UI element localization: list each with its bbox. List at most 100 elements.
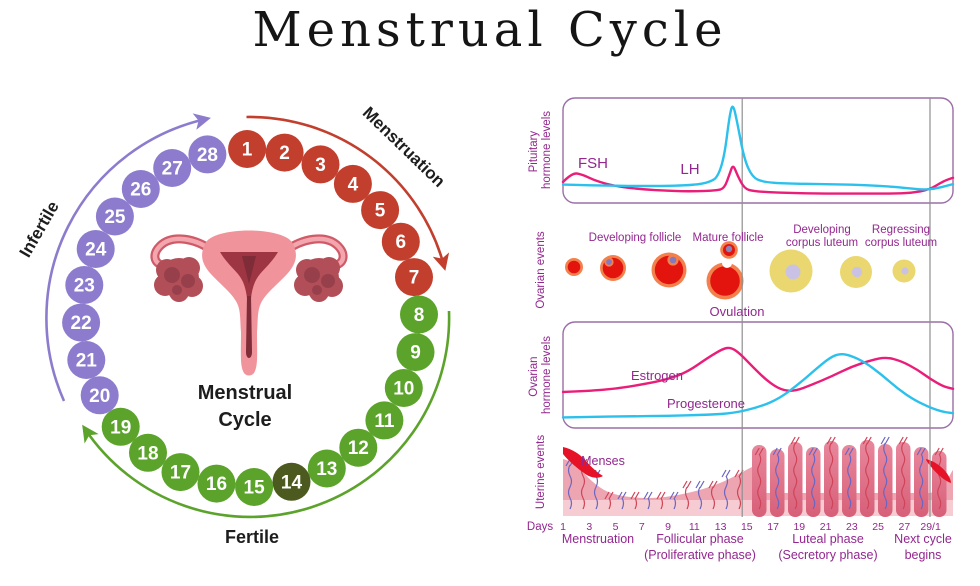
ovary-left: [154, 257, 203, 302]
day-tick-3: 3: [586, 521, 592, 533]
cycle-day-20-number: 20: [89, 386, 110, 407]
cycle-day-9: [396, 333, 435, 372]
cycle-day-17: [161, 453, 200, 492]
cycle-day-16: [197, 464, 236, 503]
cycle-day-6: [381, 222, 420, 261]
cycle-day-12: [339, 428, 378, 467]
ovarian_hormones-curve-progesterone: [561, 353, 955, 419]
center-label-line1: Menstrual: [198, 382, 292, 404]
menses-label: Menses: [581, 454, 625, 468]
cycle-day-11-number: 11: [374, 411, 395, 432]
cycle-day-1: [228, 130, 267, 168]
cycle-day-circles: 1 234567891011121314151617181920212223242…: [62, 130, 438, 506]
cycle-diagram: Menstruation Infertile Fertile: [16, 103, 451, 547]
cycle-day-1-number: 1: [242, 140, 253, 161]
developing-follicle-2: [600, 255, 626, 281]
cycle-day-22-number: 22: [71, 313, 92, 334]
cycle-day-19-number: 19: [110, 417, 131, 438]
mature-follicle-label: Mature follicle: [693, 232, 764, 244]
cycle-gridlines: [741, 98, 931, 517]
days-axis-ticks: 1 3 5 7 9 11 13 15 17 19 21 23 25 27 29/1: [560, 521, 941, 533]
follicular-phase-label-line1: Follicular phase: [656, 532, 744, 546]
cycle-day-28: [188, 135, 227, 174]
progesterone-label: Progesterone: [667, 396, 745, 411]
menses-blood: [563, 447, 603, 478]
uterine-events-ylabel: Uterine events: [535, 435, 547, 509]
cycle-day-24: [76, 230, 115, 268]
cycle-day-7: [395, 258, 433, 297]
ovarian-hormones-chart-frame: [562, 321, 954, 429]
cycle-day-15: [235, 468, 274, 506]
pituitary-hormone-curves: [561, 105, 955, 195]
developing-follicle-3: [651, 252, 687, 288]
page-title: Menstrual Cycle: [252, 2, 728, 58]
pituitary-curve-lh: [561, 105, 955, 191]
cycle-day-18: [129, 433, 167, 472]
hormone-chart-panel: Pituitary hormone levels Ovarian events …: [527, 97, 955, 562]
lh-label: LH: [680, 161, 699, 178]
pituitary-chart-frame: [562, 97, 954, 204]
ovary-right: [294, 257, 343, 302]
cycle-day-10: [384, 369, 423, 407]
uterus-canal: [242, 256, 256, 358]
next-cycle-menses-blood: [926, 459, 951, 483]
cycle-day-6-number: 6: [396, 232, 407, 253]
day-tick-29-1: 29/1: [920, 521, 941, 533]
cycle-day-10-number: 10: [393, 379, 414, 400]
cycle-day-19: [101, 407, 140, 446]
cycle-day-22: [62, 303, 101, 342]
cycle-day-28-number: 28: [197, 145, 218, 166]
luteal-phase-label-line2: (Secretory phase): [778, 548, 877, 562]
cycle-day-21-number: 21: [76, 351, 98, 372]
endometrial-folds: [752, 440, 947, 517]
day-tick-11: 11: [689, 521, 700, 533]
ovarian-events-ylabel: Ovarian events: [535, 231, 547, 309]
developing-follicle-label: Developing follicle: [589, 232, 682, 244]
center-label-line2: Cycle: [218, 409, 271, 431]
follicular-phase-label-line2: (Proliferative phase): [644, 548, 756, 562]
fertile-arc-label: Fertile: [225, 527, 279, 547]
cycle-day-25-number: 25: [104, 207, 126, 228]
cycle-day-2: [265, 133, 304, 172]
cycle-day-17-number: 17: [170, 463, 191, 484]
day-tick-13: 13: [715, 521, 727, 533]
uterine-lining-illustration: [563, 436, 953, 517]
cycle-day-3-number: 3: [315, 155, 326, 176]
cycle-day-18-number: 18: [137, 443, 158, 464]
menstruation-phase-label: Menstruation: [562, 532, 634, 546]
cycle-day-23: [65, 266, 104, 304]
cycle-day-13-number: 13: [316, 459, 337, 480]
cycle-day-7-number: 7: [409, 268, 420, 289]
cycle-day-24-number: 24: [85, 240, 107, 261]
uterus-illustration: [150, 230, 348, 376]
day-tick-9: 9: [665, 521, 671, 533]
cycle-day-4-number: 4: [348, 174, 359, 195]
ovarian_hormones-curve-estrogen: [561, 346, 955, 394]
cycle-day-4: [333, 164, 372, 203]
cycle-day-16-number: 16: [206, 474, 227, 495]
cycle-day-5-number: 5: [375, 201, 386, 222]
regressing-cl-label-line2: corpus luteum: [865, 237, 937, 249]
day-tick-23: 23: [846, 521, 858, 533]
ovulation-label: Ovulation: [710, 304, 765, 319]
cycle-day-5: [361, 191, 400, 230]
ovarian-hormones-ylabel: Ovarian hormone levels: [528, 336, 553, 414]
developing-corpus-luteum: [769, 249, 813, 293]
cycle-day-14: [272, 462, 311, 501]
day-tick-25: 25: [872, 521, 884, 533]
menstruation-arc-label: Menstruation: [359, 103, 449, 191]
next-cycle-label-line2: begins: [905, 548, 942, 562]
developing-follicle-1: [565, 258, 583, 276]
cycle-day-8-number: 8: [414, 305, 425, 326]
corpus-luteum-mid: [840, 256, 872, 288]
cycle-day-13: [307, 449, 346, 488]
menstruation-arrow: [246, 115, 450, 271]
cycle-day-21: [67, 341, 106, 379]
regressing-corpus-luteum: [892, 259, 916, 283]
ovarian-events-graphics: [565, 241, 916, 300]
cycle-day-25: [95, 197, 134, 236]
cycle-day-2-number: 2: [279, 143, 290, 164]
days-axis-label: Days: [527, 521, 553, 533]
fsh-label: FSH: [578, 155, 608, 172]
